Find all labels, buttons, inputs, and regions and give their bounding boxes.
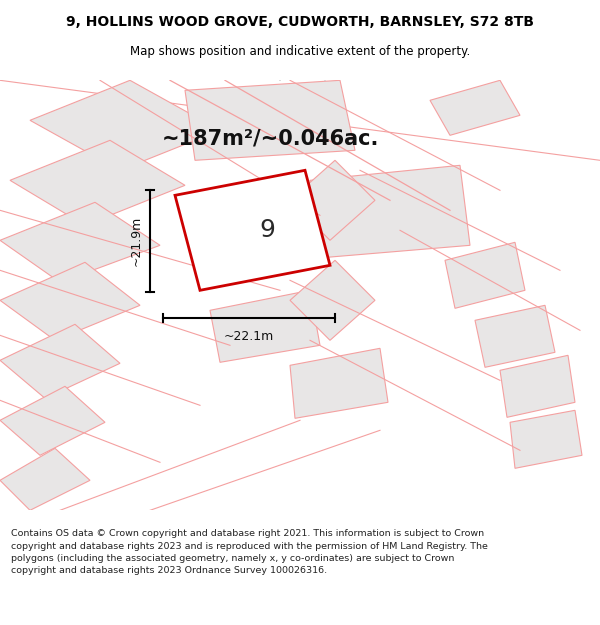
Polygon shape xyxy=(290,160,375,240)
Polygon shape xyxy=(430,80,520,135)
Polygon shape xyxy=(310,165,470,258)
Text: 9, HOLLINS WOOD GROVE, CUDWORTH, BARNSLEY, S72 8TB: 9, HOLLINS WOOD GROVE, CUDWORTH, BARNSLE… xyxy=(66,14,534,29)
Polygon shape xyxy=(290,348,388,418)
Text: ~22.1m: ~22.1m xyxy=(224,330,274,342)
Polygon shape xyxy=(0,262,140,340)
Polygon shape xyxy=(500,355,575,418)
Polygon shape xyxy=(475,305,555,368)
Polygon shape xyxy=(0,448,90,510)
Polygon shape xyxy=(0,324,120,398)
Text: Contains OS data © Crown copyright and database right 2021. This information is : Contains OS data © Crown copyright and d… xyxy=(11,529,488,575)
Polygon shape xyxy=(175,170,330,290)
Text: 9: 9 xyxy=(260,218,275,242)
Polygon shape xyxy=(290,260,375,340)
Polygon shape xyxy=(0,386,105,455)
Polygon shape xyxy=(30,80,220,170)
Polygon shape xyxy=(10,140,185,225)
Text: ~21.9m: ~21.9m xyxy=(130,216,143,266)
Polygon shape xyxy=(210,290,320,362)
Polygon shape xyxy=(510,410,582,468)
Polygon shape xyxy=(445,242,525,308)
Polygon shape xyxy=(185,80,355,160)
Polygon shape xyxy=(0,202,160,282)
Text: ~187m²/~0.046ac.: ~187m²/~0.046ac. xyxy=(161,128,379,148)
Text: Map shows position and indicative extent of the property.: Map shows position and indicative extent… xyxy=(130,45,470,58)
